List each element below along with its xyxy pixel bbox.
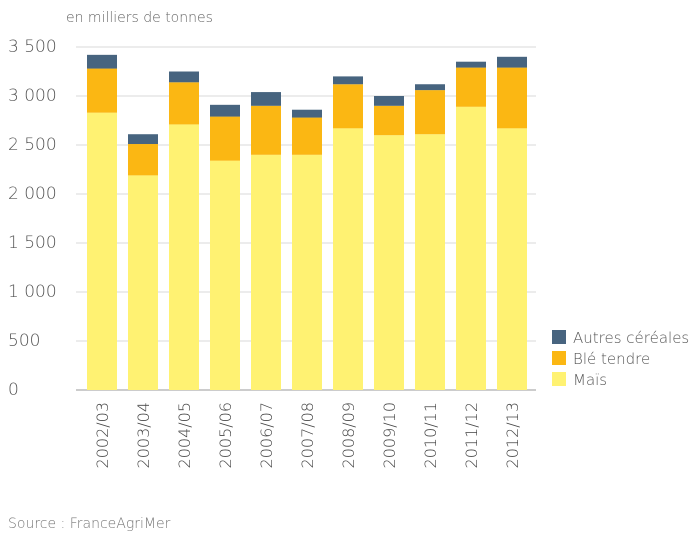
x-tick-label: 2003/04 <box>134 402 153 468</box>
bar-segment <box>497 67 527 129</box>
x-tick-label: 2002/03 <box>93 402 112 468</box>
bar-segment <box>128 175 158 390</box>
y-tick-label: 500 <box>8 331 40 351</box>
bar-segment <box>87 54 117 69</box>
bar-segment <box>415 84 445 91</box>
y-tick-label: 3 500 <box>8 37 57 57</box>
y-tick-label: 1 000 <box>8 282 57 302</box>
bar-segment <box>87 112 117 390</box>
unit-label: en milliers de tonnes <box>66 10 213 26</box>
bar-segment <box>456 61 486 68</box>
bar-segment <box>456 106 486 390</box>
bar-segment <box>374 105 404 136</box>
legend-swatch <box>552 351 566 365</box>
bar-segment <box>251 92 281 106</box>
bar-segment <box>210 116 240 161</box>
x-tick-label: 2011/12 <box>462 402 481 468</box>
bar-segment <box>415 134 445 390</box>
y-tick-label: 3 000 <box>8 86 57 106</box>
bar-segment <box>415 90 445 135</box>
bar-segment <box>169 71 199 83</box>
bar-segment <box>497 56 527 68</box>
bar-segment <box>292 154 322 390</box>
bar-segment <box>128 134 158 145</box>
bar-segment <box>169 82 199 125</box>
y-tick-label: 2 000 <box>8 184 57 204</box>
x-tick-label: 2010/11 <box>421 402 440 468</box>
bar-segment <box>292 109 322 118</box>
bar-segment <box>333 128 363 390</box>
bar-segment <box>497 128 527 390</box>
x-tick-label: 2005/06 <box>216 402 235 468</box>
bar-segment <box>210 104 240 117</box>
bar-segment <box>210 160 240 390</box>
source-note: Source : FranceAgriMer <box>8 516 171 532</box>
bar-segment <box>456 67 486 107</box>
x-tick-label: 2009/10 <box>380 402 399 468</box>
x-tick-label: 2007/08 <box>298 402 317 468</box>
x-tick-label: 2004/05 <box>175 402 194 468</box>
legend-swatch <box>552 372 566 386</box>
x-tick-label: 2012/13 <box>503 402 522 468</box>
bar-segment <box>251 154 281 390</box>
bar-segment <box>292 117 322 155</box>
bar-segment <box>374 135 404 390</box>
legend-label: Autres céréales <box>573 329 689 347</box>
x-tick-label: 2006/07 <box>257 402 276 468</box>
bar-segment <box>333 76 363 85</box>
bar-segment <box>87 68 117 113</box>
y-tick-label: 2 500 <box>8 135 57 155</box>
bar-segment <box>333 84 363 129</box>
bar-segment <box>128 144 158 176</box>
y-tick-label: 0 <box>8 380 19 400</box>
legend-label: Blé tendre <box>573 350 650 368</box>
legend-label: Maïs <box>573 371 607 389</box>
legend-swatch <box>552 330 566 344</box>
bar-segment <box>169 124 199 391</box>
x-tick-label: 2008/09 <box>339 402 358 468</box>
bar-segment <box>374 96 404 106</box>
y-tick-label: 1 500 <box>8 233 57 253</box>
bar-segment <box>251 105 281 155</box>
